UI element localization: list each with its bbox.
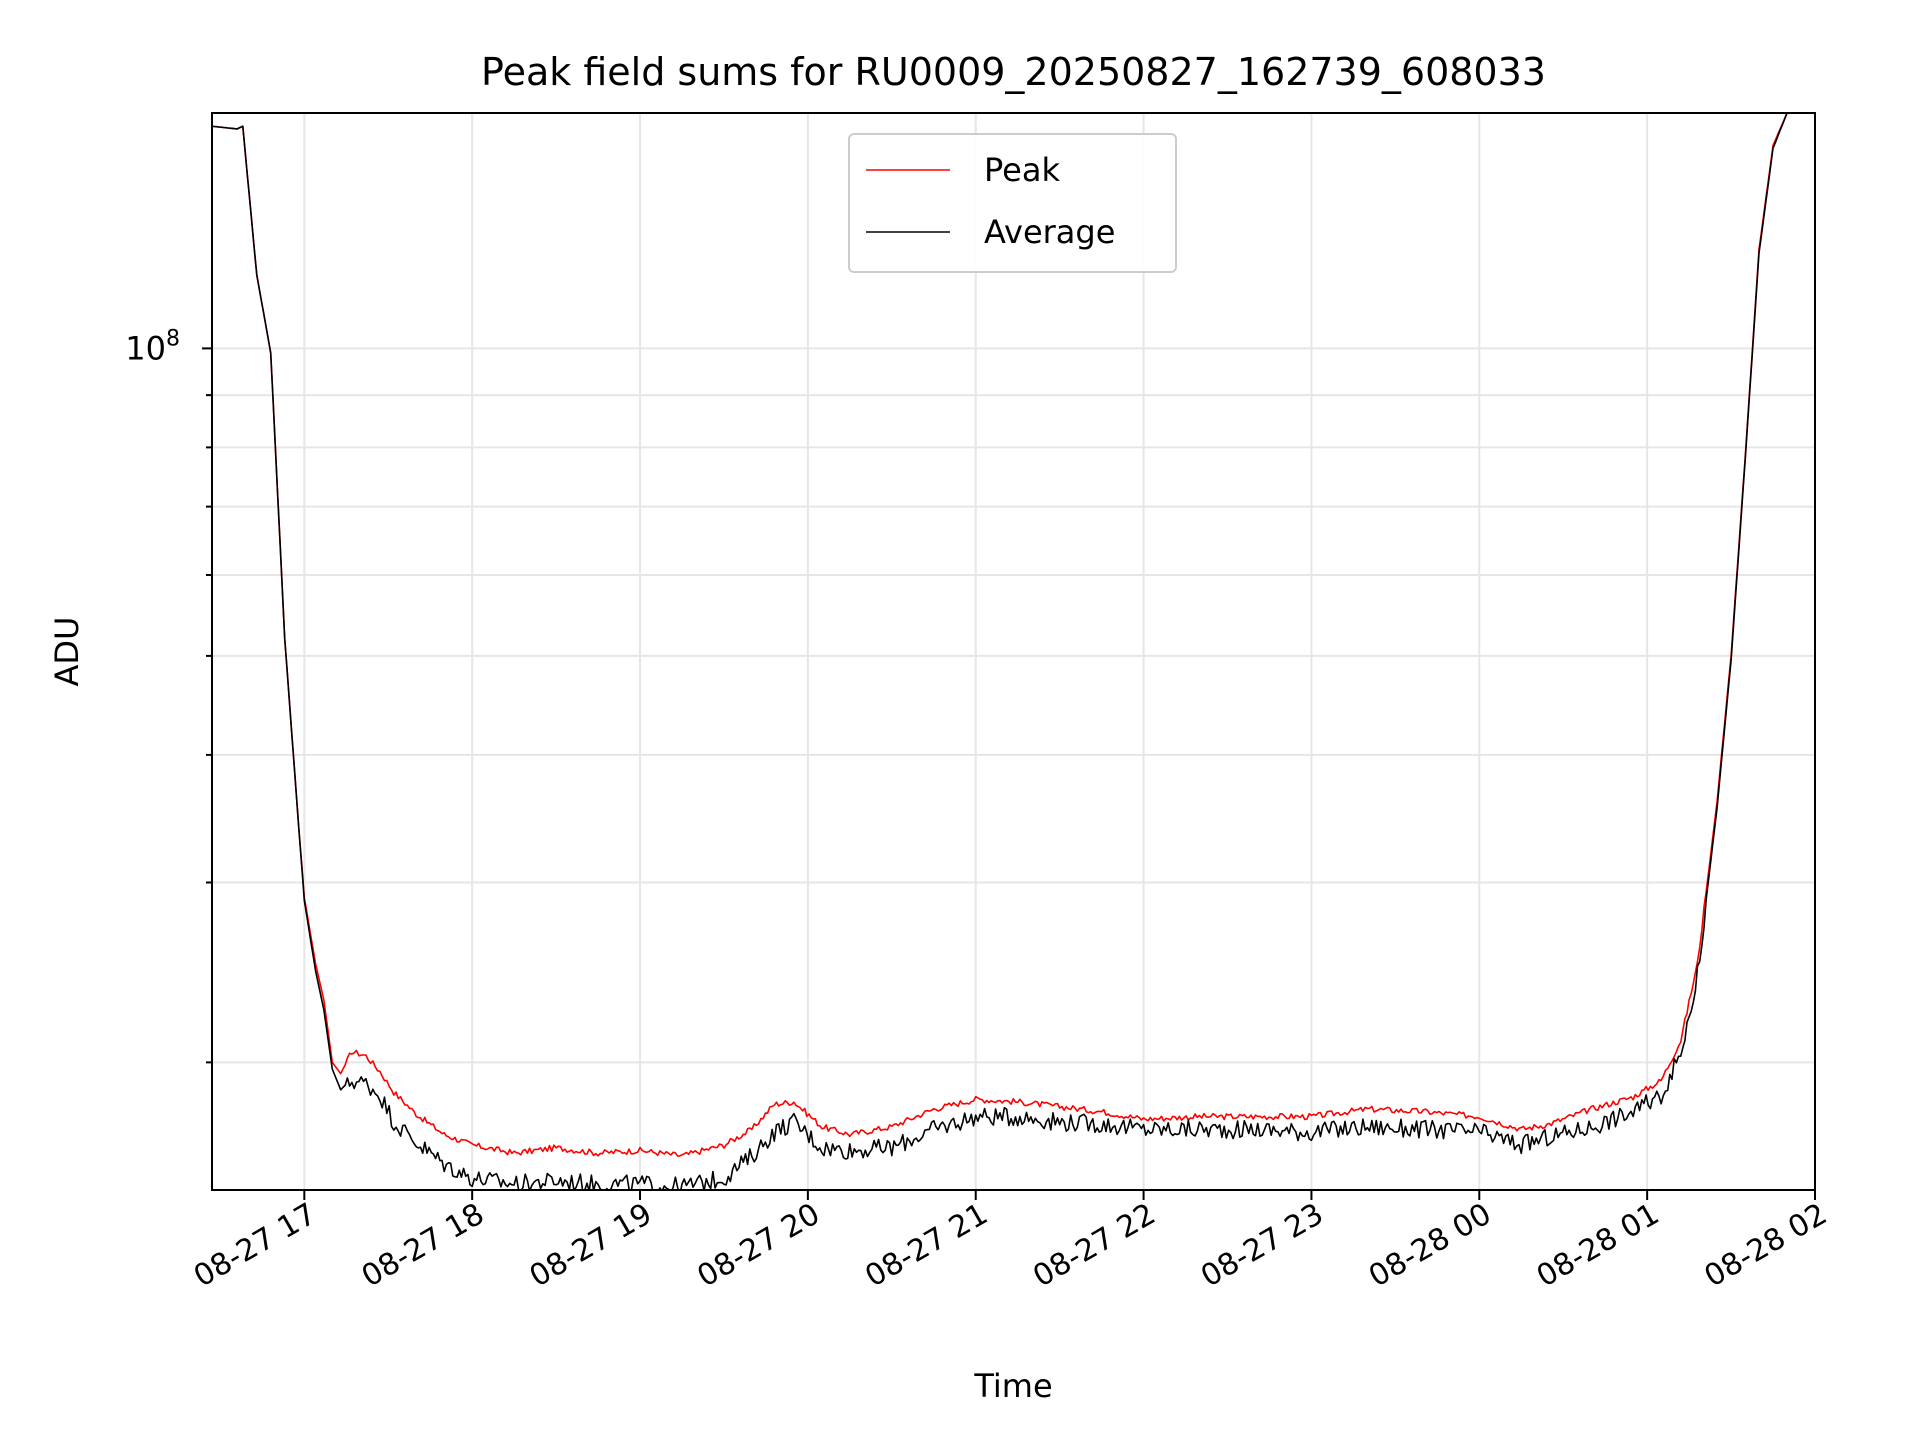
y-tick-exponent: 8	[166, 326, 180, 351]
y-tick-label: 108	[125, 326, 180, 367]
legend-label-peak: Peak	[984, 151, 1060, 189]
y-axis-label: ADU	[48, 617, 86, 687]
plot-frame	[211, 112, 1816, 1191]
legend-label-average: Average	[984, 213, 1115, 251]
y-tick-base: 10	[125, 329, 166, 367]
series-line-average	[212, 113, 1790, 1190]
legend-box	[848, 133, 1177, 273]
legend: Peak Average	[848, 133, 1177, 273]
x-axis-label: Time	[973, 1367, 1052, 1405]
series-lines	[212, 113, 1790, 1190]
series-line-peak	[212, 113, 1790, 1157]
chart-title: Peak field sums for RU0009_20250827_1627…	[481, 50, 1546, 94]
